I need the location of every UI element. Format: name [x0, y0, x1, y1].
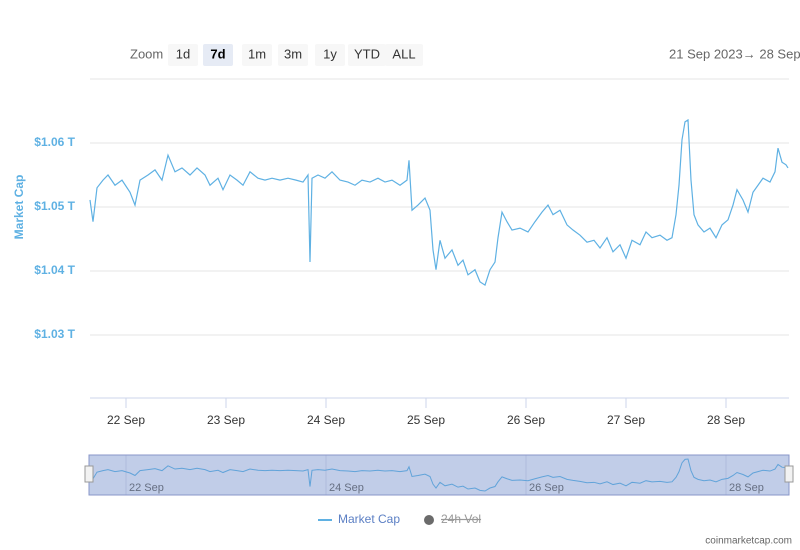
navigator-handle[interactable] [784, 465, 794, 483]
x-tick-label: 22 Sep [107, 413, 145, 427]
navigator-tick-label: 24 Sep [329, 482, 364, 494]
zoom-button-label: 1m [248, 46, 266, 61]
y-tick-label: $1.03 T [34, 327, 75, 341]
x-tick-label: 24 Sep [307, 413, 345, 427]
x-tick-label: 25 Sep [407, 413, 445, 427]
zoom-button-label: 3m [284, 46, 302, 61]
y-axis-title: Market Cap [12, 175, 26, 240]
legend-label[interactable]: Market Cap [338, 512, 400, 526]
navigator-tick-label: 26 Sep [529, 482, 564, 494]
zoom-button-label: 1d [176, 46, 190, 61]
navigator-series [89, 458, 789, 492]
range-text: 21 Sep 2023→ 28 Sep [669, 46, 800, 61]
y-tick-label: $1.04 T [34, 263, 75, 277]
credit: coinmarketcap.com [705, 536, 792, 547]
navigator-handle[interactable] [84, 465, 94, 483]
zoom-label: Zoom [130, 46, 163, 61]
zoom-button[interactable] [168, 44, 198, 66]
line-series [89, 118, 789, 287]
navigator-tick-label: 28 Sep [729, 482, 764, 494]
zoom-button-label: YTD [354, 46, 380, 61]
zoom-button[interactable] [385, 44, 423, 66]
x-tick-label: 28 Sep [707, 413, 745, 427]
zoom-button[interactable] [278, 44, 308, 66]
zoom-button[interactable] [315, 44, 345, 66]
zoom-button-label: ALL [392, 46, 415, 61]
legend-label-hidden[interactable]: 24h Vol [441, 512, 481, 526]
zoom-button[interactable] [203, 44, 233, 66]
zoom-button-label: 1y [323, 46, 337, 61]
zoom-button-label: 7d [210, 46, 225, 61]
navigator-tick-label: 22 Sep [129, 482, 164, 494]
x-tick-label: 27 Sep [607, 413, 645, 427]
navigator-mask [88, 454, 790, 496]
y-tick-label: $1.06 T [34, 135, 75, 149]
x-tick-label: 26 Sep [507, 413, 545, 427]
x-tick-label: 23 Sep [207, 413, 245, 427]
zoom-button[interactable] [242, 44, 272, 66]
legend-symbol [424, 515, 434, 525]
navigator: 22 Sep 24 Sep 26 Sep 28 Sep [89, 455, 789, 495]
y-tick-label: $1.05 T [34, 199, 75, 213]
zoom-button[interactable] [348, 44, 386, 66]
